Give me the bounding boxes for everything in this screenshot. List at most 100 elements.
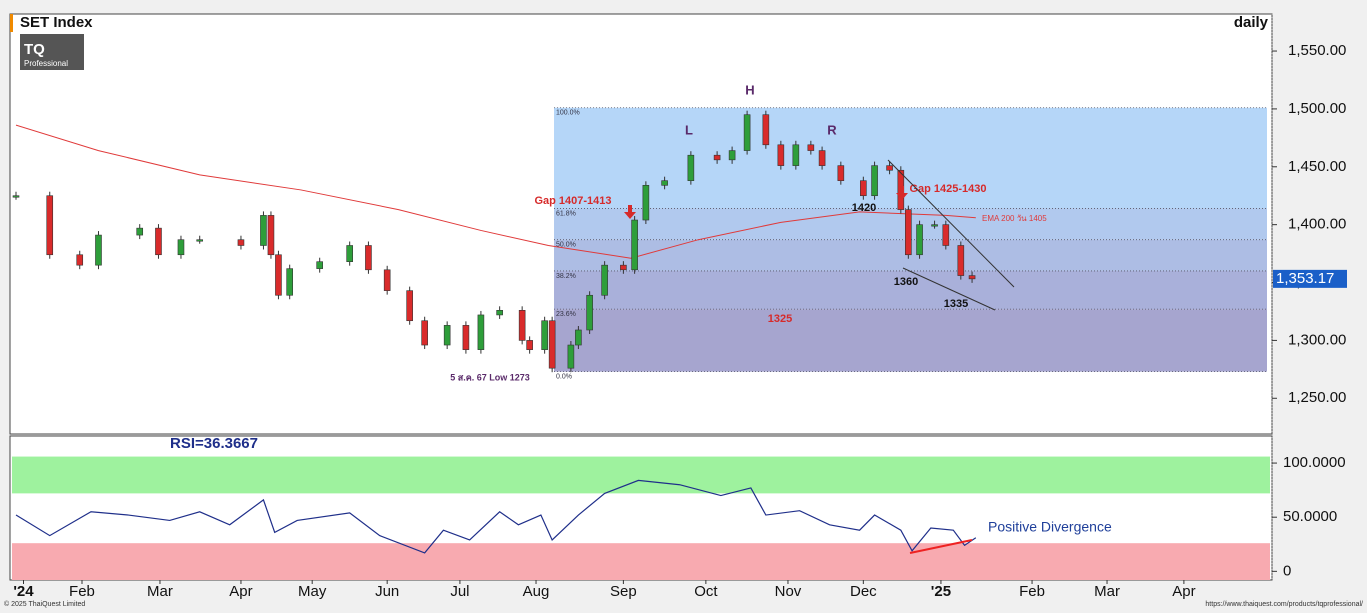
logo-box	[20, 34, 84, 70]
candle-body	[860, 180, 867, 197]
candle-body	[620, 264, 627, 271]
annotation: 1420	[852, 202, 876, 214]
fib-label: 0.0%	[556, 373, 572, 380]
candle-body	[916, 224, 923, 256]
candle-body	[237, 239, 245, 246]
fib-label: 23.6%	[556, 311, 576, 318]
chart-title: SET Index	[20, 14, 93, 31]
annotation: 1360	[894, 276, 918, 288]
candle-body	[762, 114, 770, 146]
candle-body	[661, 180, 668, 186]
chart-subtitle: daily	[1234, 14, 1269, 31]
candle-body	[76, 254, 84, 266]
y-tick-label: 1,450.00	[1288, 158, 1346, 175]
candle-body	[518, 310, 526, 341]
rsi-annotation: Positive Divergence	[988, 519, 1112, 535]
candle-body	[260, 215, 267, 246]
fib-label: 61.8%	[556, 210, 576, 217]
trend-line	[887, 159, 1015, 288]
candle-body	[968, 275, 976, 280]
candle-body	[275, 254, 282, 296]
annotation: L	[685, 122, 693, 137]
candle-body	[196, 239, 204, 242]
x-tick-label: Mar	[147, 583, 173, 600]
y-tick-label: 100.0000	[1283, 454, 1346, 471]
candle-body	[586, 294, 593, 331]
candle-body	[155, 227, 162, 256]
candle-body	[46, 195, 54, 256]
x-tick-label: Feb	[69, 583, 95, 600]
annotation: 1335	[944, 298, 968, 310]
fib-zone	[554, 309, 1267, 372]
y-tick-label: 0	[1283, 562, 1291, 579]
annotation: H	[745, 82, 754, 97]
rsi-title: RSI=36.3667	[170, 435, 258, 452]
annotation: Gap 1407-1413	[534, 195, 611, 207]
candle-body	[406, 290, 413, 322]
y-tick-label: 1,550.00	[1288, 42, 1346, 59]
candle-body	[548, 320, 556, 369]
annotation: 1325	[768, 313, 792, 325]
candle-body	[818, 150, 826, 166]
candle-body	[496, 310, 503, 316]
candle-body	[905, 209, 912, 256]
x-tick-label: Jul	[450, 583, 469, 600]
divergence-line	[909, 539, 973, 554]
candle-body	[12, 195, 20, 198]
candle-body	[443, 325, 451, 346]
candle-body	[942, 224, 950, 246]
annotation: Gap 1425-1430	[909, 183, 986, 195]
fib-zone	[554, 270, 1267, 310]
gap-arrow	[896, 186, 908, 200]
x-tick-label: Oct	[694, 583, 718, 600]
candle-body	[871, 165, 878, 197]
candle-body	[575, 329, 582, 346]
ema-label: EMA 200 วัน 1405	[982, 214, 1047, 223]
annotation: 5 ส.ค. 67 Low 1273	[450, 372, 530, 382]
candle-body	[421, 320, 428, 346]
candle-body	[792, 144, 800, 166]
x-tick-label: Jun	[375, 583, 399, 600]
logo: TQ	[24, 41, 45, 58]
candle-body	[642, 185, 650, 221]
y-tick-label: 50.0000	[1283, 508, 1337, 525]
x-tick-label: Mar	[1094, 583, 1120, 600]
candle-body	[346, 245, 353, 262]
candle-body	[743, 114, 751, 151]
candle-body	[365, 245, 372, 271]
x-tick-label: Apr	[1172, 583, 1195, 600]
candle-body	[526, 340, 533, 350]
y-tick-label: 1,500.00	[1288, 100, 1346, 117]
rsi-band	[12, 456, 1270, 494]
price-tag	[1273, 269, 1347, 288]
x-tick-label: May	[298, 583, 327, 600]
fib-label: 50.0%	[556, 242, 576, 249]
y-tick-label: 1,400.00	[1288, 216, 1346, 233]
x-tick-label: Dec	[850, 583, 877, 600]
candle-body	[837, 165, 845, 181]
x-tick-label: Feb	[1019, 583, 1045, 600]
candle-body	[316, 261, 323, 269]
price-tag-label: 1,353.17	[1276, 270, 1334, 287]
x-tick-label: '25	[931, 583, 951, 600]
x-tick-label: Aug	[523, 583, 550, 600]
fib-zone	[554, 107, 1267, 209]
candle-body	[136, 227, 144, 236]
rsi-line	[15, 479, 977, 554]
mid-layer	[12, 110, 977, 554]
y-tick-label: 1,250.00	[1288, 389, 1346, 406]
candle-body	[777, 144, 785, 166]
footer-left: © 2025 ThaiQuest Limited	[4, 600, 85, 608]
candle-body	[886, 165, 893, 171]
title-marker	[10, 14, 13, 32]
x-tick-label: Nov	[775, 583, 802, 600]
candle-body	[567, 344, 575, 369]
front-layer: 1,250.001,300.001,350.001,400.001,450.00…	[13, 42, 1347, 600]
ema-line	[15, 124, 976, 259]
candle-body	[957, 245, 965, 276]
x-tick-label: Apr	[229, 583, 252, 600]
candle-body	[631, 219, 638, 271]
candle-body	[177, 239, 185, 256]
